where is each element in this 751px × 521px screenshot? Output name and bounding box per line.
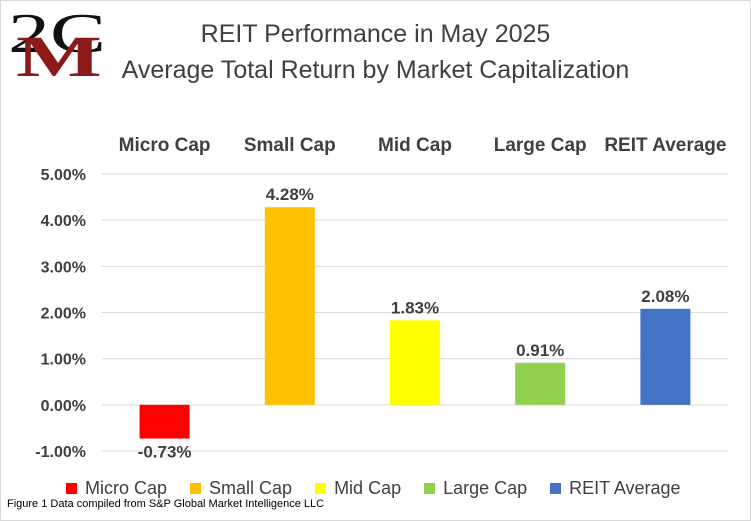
category-label: Large Cap	[494, 135, 587, 156]
legend-label: Large Cap	[443, 478, 528, 498]
category-label: REIT Average	[604, 135, 726, 156]
chart-title-line-1: REIT Performance in May 2025	[200, 20, 551, 48]
bar	[515, 362, 566, 405]
y-tick-label: 3.00%	[41, 259, 86, 276]
category-label: Mid Cap	[378, 135, 452, 156]
y-tick-label: 5.00%	[41, 167, 86, 184]
legend-label: REIT Average	[569, 478, 681, 498]
data-label: -0.73%	[138, 443, 192, 462]
y-tick-label: 2.00%	[41, 306, 86, 323]
y-tick-label: 0.00%	[41, 398, 86, 415]
bar	[640, 308, 691, 405]
legend-item: REIT Average	[550, 478, 681, 499]
legend-label: Small Cap	[209, 478, 293, 498]
category-label: Micro Cap	[119, 135, 211, 156]
legend-swatch	[550, 483, 562, 494]
legend-swatch	[190, 483, 202, 494]
chart-title-line-2: Average Total Return by Market Capitaliz…	[121, 56, 630, 84]
bar	[390, 320, 440, 405]
y-tick-label: 1.00%	[41, 352, 86, 369]
y-tick-label: 4.00%	[41, 213, 86, 230]
data-label: 0.91%	[516, 341, 564, 360]
data-label: 1.83%	[391, 298, 439, 317]
legend-item: Micro Cap	[66, 478, 167, 499]
data-label: 4.28%	[266, 185, 314, 204]
logo: 2C M	[8, 3, 106, 80]
legend-label: Mid Cap	[334, 478, 402, 498]
logo-text-2c: 2C	[8, 3, 106, 65]
legend-swatch	[424, 483, 436, 494]
source-note: Figure 1 Data compiled from S&P Global M…	[7, 498, 325, 510]
legend-label: Micro Cap	[85, 478, 168, 498]
y-tick-label: -1.00%	[35, 444, 86, 461]
bar	[139, 404, 190, 439]
legend: Micro Cap Small Cap Mid Cap Large Cap REIT A…	[66, 478, 704, 499]
legend-item: Large Cap	[424, 478, 527, 499]
logo-text-m: M	[16, 24, 102, 80]
legend-item: Mid Cap	[315, 478, 401, 499]
legend-swatch	[66, 483, 77, 494]
legend-item: Small Cap	[190, 478, 292, 499]
data-label: 2.08%	[641, 287, 689, 306]
category-label: Small Cap	[244, 135, 336, 156]
bar	[264, 207, 315, 405]
legend-swatch	[315, 483, 327, 494]
